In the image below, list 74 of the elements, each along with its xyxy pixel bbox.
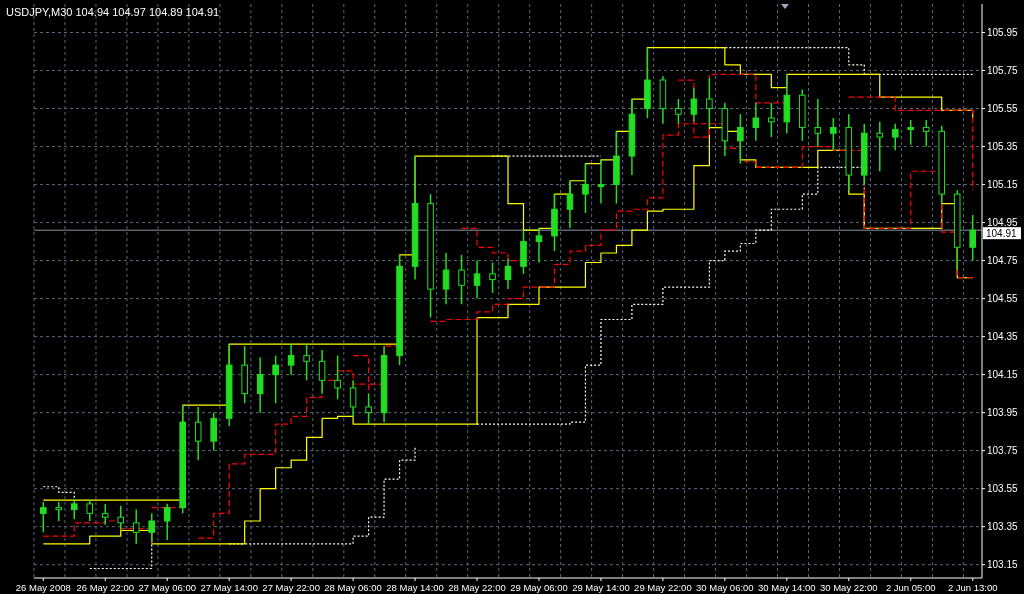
candlestick <box>55 501 63 522</box>
x-tick-label: 27 May 14:00 <box>200 582 258 593</box>
ref-line-label: 104.91 <box>986 228 1018 240</box>
candlestick <box>690 86 698 123</box>
x-tick-label: 30 May 14:00 <box>758 582 816 593</box>
candlestick <box>814 98 822 148</box>
candlestick <box>132 508 140 545</box>
candlestick <box>70 499 78 520</box>
y-tick-label: 104.35 <box>987 330 1019 342</box>
candlestick <box>566 180 574 230</box>
y-tick-label: 103.55 <box>987 482 1019 494</box>
candlestick <box>349 379 357 418</box>
x-tick-label: 28 May 22:00 <box>448 582 506 593</box>
candlestick <box>287 343 295 376</box>
x-tick-label: 26 May 2008 <box>15 582 71 593</box>
x-tick-label: 2 Jun 13:00 <box>947 582 998 593</box>
candlestick <box>489 261 496 294</box>
candlestick <box>504 257 512 290</box>
x-tick-label: 27 May 06:00 <box>138 582 196 593</box>
candlestick <box>907 119 915 146</box>
y-tick-label: 103.15 <box>987 558 1019 570</box>
y-tick-label: 103.95 <box>987 406 1019 418</box>
x-tick-label: 2 Jun 05:00 <box>885 582 936 593</box>
y-tick-label: 104.75 <box>987 254 1019 266</box>
y-tick-label: 103.75 <box>987 444 1019 456</box>
candlestick <box>597 159 605 205</box>
x-tick-label: 26 May 22:00 <box>76 582 135 593</box>
candlestick <box>272 354 279 404</box>
candlestick <box>318 349 326 395</box>
candlestick <box>442 252 450 306</box>
candlestick <box>303 343 310 382</box>
candlestick <box>922 119 930 148</box>
candlestick <box>891 122 899 152</box>
candlestick <box>737 113 744 165</box>
y-tick-label: 105.35 <box>987 140 1019 152</box>
candlestick <box>473 259 481 300</box>
y-tick-label: 104.15 <box>987 368 1019 380</box>
x-tick-label: 29 May 06:00 <box>510 582 568 593</box>
candlestick <box>194 406 202 461</box>
candlestick <box>163 503 171 541</box>
candlestick <box>768 102 775 138</box>
candlestick <box>86 499 94 522</box>
candlestick <box>365 392 372 425</box>
x-tick-label: 28 May 14:00 <box>386 582 444 593</box>
candlestick <box>969 214 976 262</box>
x-tick-label: 28 May 06:00 <box>324 582 382 593</box>
x-tick-label: 30 May 22:00 <box>820 582 878 593</box>
y-tick-label: 105.15 <box>987 178 1019 190</box>
candlestick <box>210 411 217 452</box>
candlestick <box>40 501 47 534</box>
candlestick <box>876 121 884 173</box>
candlestick <box>148 512 156 543</box>
candlestick <box>535 227 543 264</box>
y-tick-label: 104.95 <box>987 216 1019 228</box>
y-tick-label: 104.55 <box>987 292 1019 304</box>
candlestick <box>117 505 125 532</box>
y-tick-label: 103.35 <box>987 520 1019 532</box>
chart-title: USDJPY,M30 104.94 104.97 104.89 104.91 <box>6 6 220 18</box>
candlestick <box>334 354 341 401</box>
candlestick <box>830 117 837 152</box>
candlestick <box>706 77 713 129</box>
candlestick <box>101 503 109 526</box>
candlestick <box>582 162 589 214</box>
x-tick-label: 29 May 22:00 <box>634 582 692 593</box>
y-tick-label: 105.55 <box>987 102 1019 114</box>
x-tick-label: 29 May 14:00 <box>572 582 630 593</box>
candlestick <box>458 254 465 306</box>
candlestick <box>675 98 682 125</box>
y-tick-label: 105.95 <box>987 26 1019 38</box>
y-tick-label: 105.75 <box>987 64 1019 76</box>
candlestick <box>256 356 264 414</box>
x-tick-label: 30 May 06:00 <box>696 582 754 593</box>
candlestick <box>752 102 760 142</box>
x-tick-label: 27 May 22:00 <box>262 582 320 593</box>
